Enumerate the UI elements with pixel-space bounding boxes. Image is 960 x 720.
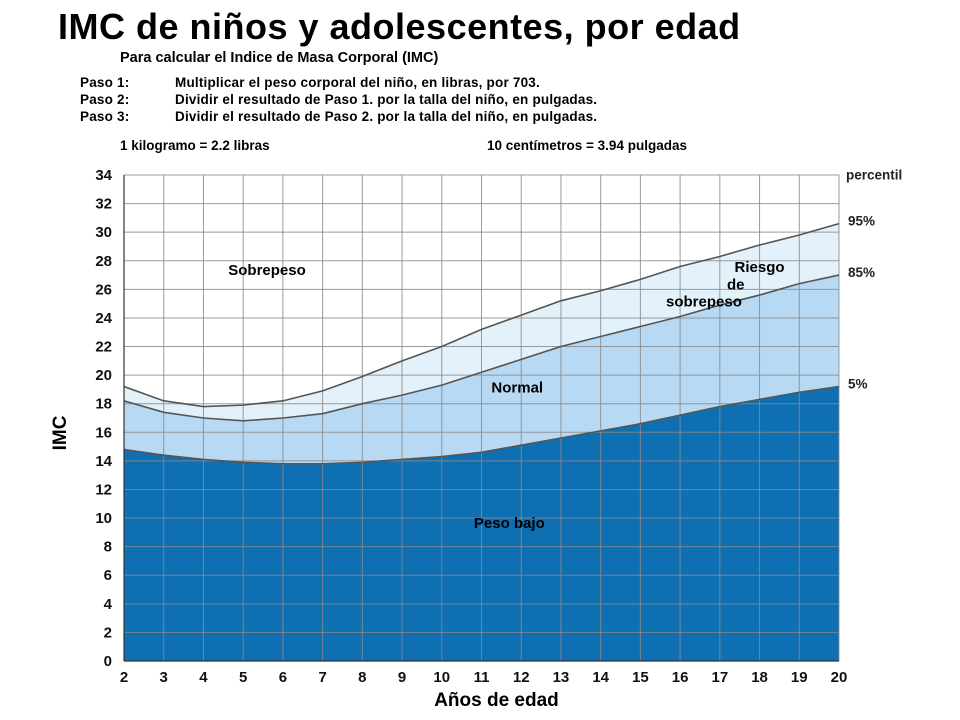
step-3-text: Dividir el resultado de Paso 2. por la t… xyxy=(175,109,598,124)
x-tick-label: 13 xyxy=(553,669,570,686)
step-1-label: Paso 1: xyxy=(80,75,130,90)
y-tick-label: 10 xyxy=(95,510,112,527)
step-2: Paso 2: Dividir el resultado de Paso 1. p… xyxy=(80,92,597,107)
region-label: de xyxy=(727,276,745,293)
y-tick-label: 34 xyxy=(95,167,112,184)
x-tick-label: 17 xyxy=(711,669,728,686)
x-tick-label: 10 xyxy=(433,669,450,686)
percentile-header: percentil xyxy=(846,167,902,182)
y-tick-label: 4 xyxy=(104,596,113,613)
y-tick-label: 24 xyxy=(95,310,112,327)
percentile-label-5: 5% xyxy=(848,377,868,392)
y-tick-label: 28 xyxy=(95,253,112,270)
x-axis-title: Años de edad xyxy=(434,690,559,711)
x-tick-label: 19 xyxy=(791,669,808,686)
y-tick-label: 12 xyxy=(95,481,112,498)
x-tick-label: 7 xyxy=(318,669,326,686)
y-axis-title: IMC xyxy=(50,415,71,450)
x-tick-label: 6 xyxy=(279,669,287,686)
percentile-label-95: 95% xyxy=(848,214,875,229)
y-tick-label: 22 xyxy=(95,339,112,356)
percentile-line-85 xyxy=(123,274,840,422)
x-tick-label: 9 xyxy=(398,669,406,686)
region-label: Sobrepeso xyxy=(228,262,306,279)
x-tick-label: 2 xyxy=(120,669,128,686)
y-tick-label: 14 xyxy=(95,453,112,470)
region-label: Riesgo xyxy=(735,259,785,276)
step-1: Paso 1: Multiplicar el peso corporal del … xyxy=(80,75,540,90)
x-tick-label: 3 xyxy=(160,669,168,686)
y-tick-label: 0 xyxy=(104,653,112,670)
x-tick-label: 14 xyxy=(592,669,609,686)
step-3: Paso 3: Dividir el resultado de Paso 2. p… xyxy=(80,109,597,124)
chart-title: IMC de niños y adolescentes, por edad xyxy=(58,6,741,47)
x-tick-label: 8 xyxy=(358,669,366,686)
y-tick-label: 20 xyxy=(95,367,112,384)
y-tick-label: 26 xyxy=(95,281,112,298)
y-tick-label: 18 xyxy=(95,396,112,413)
chart-subtitle: Para calcular el Indice de Masa Corporal… xyxy=(120,50,439,66)
y-tick-label: 6 xyxy=(104,567,112,584)
step-3-label: Paso 3: xyxy=(80,109,130,124)
x-tick-label: 15 xyxy=(632,669,649,686)
y-tick-label: 2 xyxy=(104,624,112,641)
region-label: Peso bajo xyxy=(474,515,545,532)
x-tick-label: 20 xyxy=(831,669,848,686)
conversion-kg: 1 kilogramo = 2.2 libras xyxy=(120,138,270,153)
x-tick-label: 16 xyxy=(672,669,689,686)
y-tick-label: 30 xyxy=(95,224,112,241)
x-tick-label: 11 xyxy=(474,669,490,686)
y-tick-label: 16 xyxy=(95,424,112,441)
x-tick-label: 4 xyxy=(199,669,208,686)
percentile-line-95 xyxy=(123,222,840,408)
y-tick-label: 32 xyxy=(95,196,112,213)
x-tick-label: 5 xyxy=(239,669,247,686)
x-tick-label: 18 xyxy=(751,669,768,686)
step-2-text: Dividir el resultado de Paso 1. por la t… xyxy=(175,92,598,107)
region-label: sobrepeso xyxy=(666,294,742,311)
y-tick-label: 8 xyxy=(104,539,112,556)
conversion-cm: 10 centímetros = 3.94 pulgadas xyxy=(487,138,687,153)
step-1-text: Multiplicar el peso corporal del niño, e… xyxy=(175,75,540,90)
percentile-label-85: 85% xyxy=(848,265,875,280)
step-2-label: Paso 2: xyxy=(80,92,130,107)
percentile-line-5 xyxy=(123,385,840,465)
region-label: Normal xyxy=(491,379,543,396)
x-tick-label: 12 xyxy=(513,669,530,686)
